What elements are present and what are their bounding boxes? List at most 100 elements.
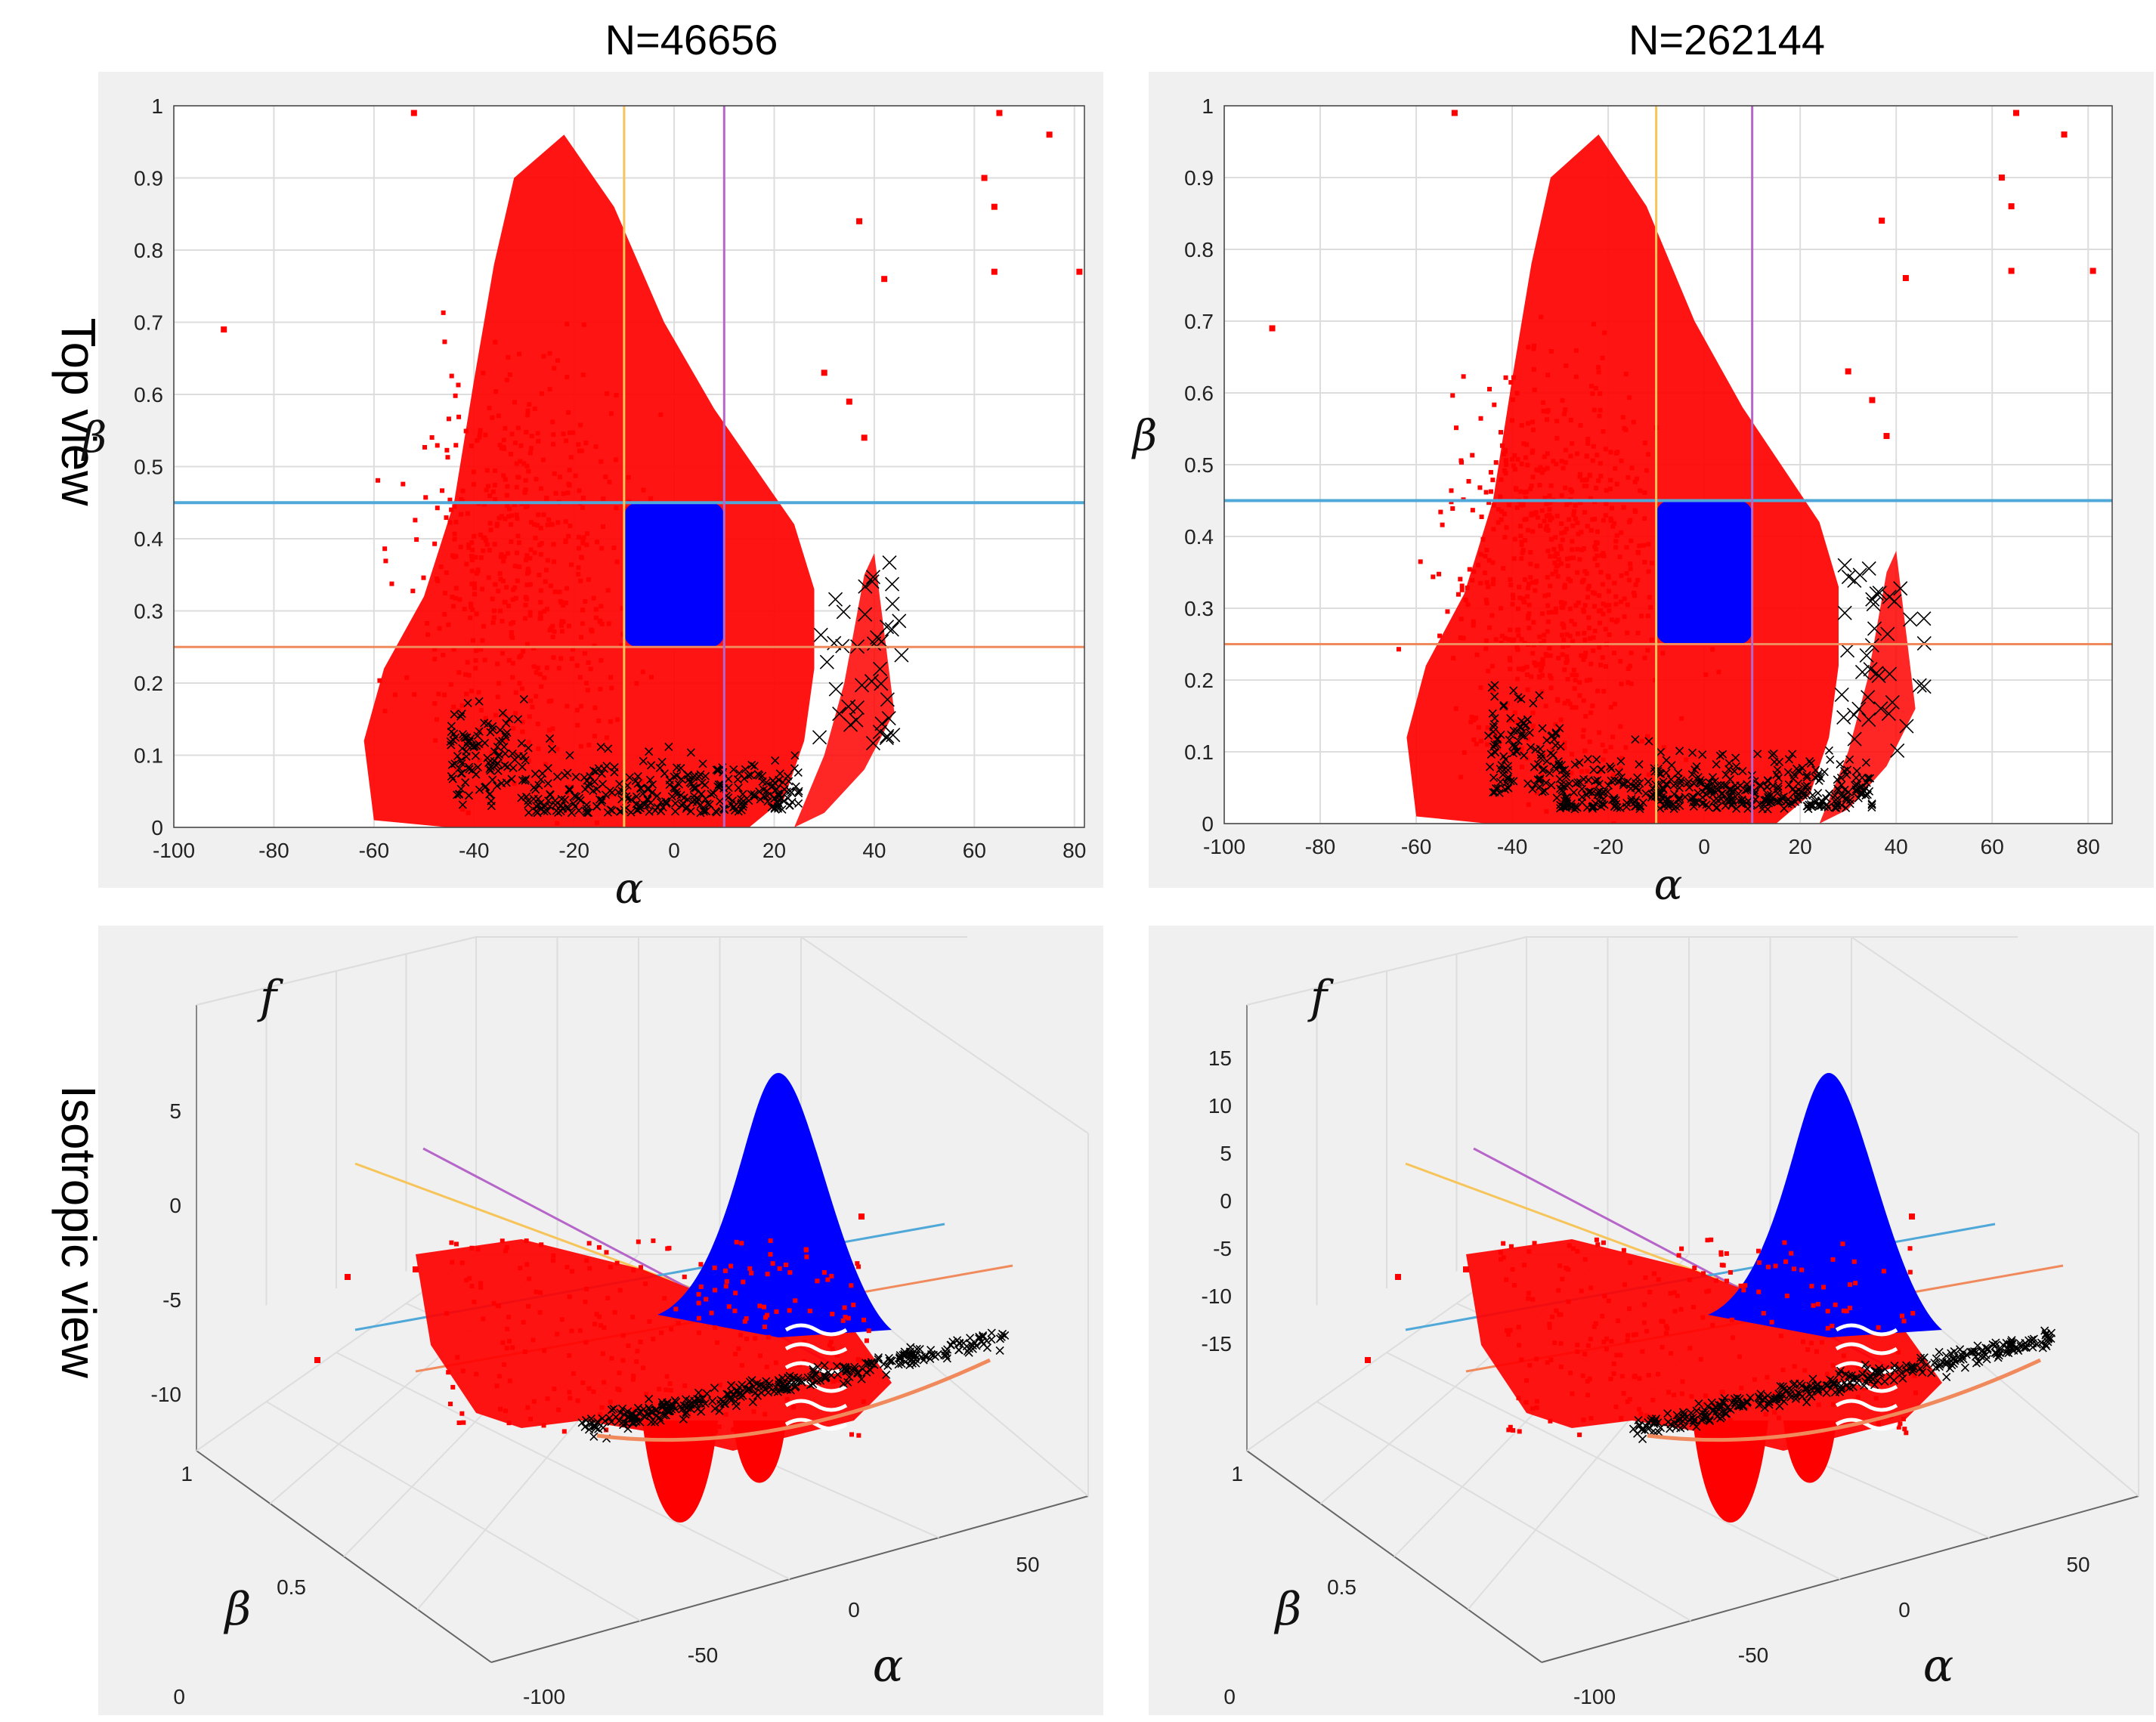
red-point: [1567, 517, 1572, 522]
red-point: [580, 607, 585, 613]
black-cross: [1864, 638, 1879, 653]
red-point: [1560, 537, 1565, 543]
red-point: [1809, 1284, 1814, 1289]
red-point: [1622, 1282, 1627, 1288]
red-point: [527, 714, 532, 719]
black-cross: [713, 766, 722, 775]
black-cross: [1692, 762, 1701, 771]
red-point: [568, 1396, 573, 1401]
red-point: [1539, 773, 1545, 778]
red-point: [722, 1268, 728, 1273]
black-cross: [1538, 724, 1547, 733]
black-cross: [1840, 643, 1855, 658]
black-cross: [719, 1399, 728, 1408]
red-point: [514, 461, 519, 466]
red-point: [1548, 554, 1553, 559]
red-point: [1586, 626, 1591, 631]
red-point: [432, 647, 438, 652]
red-point: [1530, 651, 1536, 656]
red-point: [579, 635, 584, 640]
black-cross: [1525, 728, 1534, 737]
black-cross: [1737, 1401, 1746, 1410]
black-cross: [1540, 787, 1549, 796]
red-point: [1729, 1317, 1734, 1322]
red-point: [1558, 717, 1564, 722]
red-point: [1561, 637, 1567, 642]
red-point: [459, 1411, 465, 1416]
black-cross: [1854, 784, 1863, 793]
red-point: [523, 478, 528, 483]
black-cross: [1698, 750, 1707, 759]
red-point: [1598, 620, 1603, 626]
red-point: [1624, 570, 1629, 576]
red-point: [1516, 666, 1521, 672]
red-point: [1577, 1432, 1582, 1437]
red-point: [525, 641, 530, 647]
red-point: [547, 351, 552, 356]
red-point: [856, 1433, 861, 1438]
red-point: [1555, 573, 1561, 579]
red-point: [470, 638, 475, 643]
red-point: [544, 567, 549, 573]
red-point: [1530, 419, 1535, 425]
black-cross: [1567, 802, 1576, 811]
red-point: [1524, 664, 1530, 669]
red-point: [544, 607, 549, 612]
black-cross: [1836, 791, 1845, 800]
black-cross: [487, 796, 496, 805]
red-point: [440, 488, 445, 493]
red-point: [1548, 483, 1554, 488]
black-cross: [500, 742, 509, 751]
red-point: [1577, 680, 1582, 685]
red-point: [538, 552, 543, 557]
black-cross: [1644, 737, 1653, 746]
black-cross: [1501, 785, 1510, 794]
black-cross: [1727, 801, 1737, 810]
black-cross: [2041, 1331, 2050, 1340]
black-cross: [1903, 612, 1918, 627]
red-point: [1680, 1379, 1685, 1384]
black-cross: [1935, 1360, 1944, 1369]
black-cross: [1589, 765, 1598, 774]
black-cross: [1675, 784, 1684, 793]
black-cross: [2004, 1349, 2013, 1358]
red-point: [467, 1275, 472, 1281]
red-point: [613, 457, 618, 462]
red-point: [1609, 617, 1614, 623]
red-point: [1487, 386, 1492, 391]
white-ridge: [784, 1342, 848, 1356]
black-cross: [1754, 1393, 1763, 1402]
red-point: [1585, 595, 1591, 600]
red-point: [599, 604, 604, 609]
red-point: [530, 1337, 536, 1343]
red-point: [591, 595, 596, 601]
red-point: [1440, 522, 1445, 527]
red-point: [1689, 1394, 1694, 1399]
red-point: [528, 520, 534, 525]
red-point: [1641, 543, 1647, 548]
black-cross: [507, 774, 516, 784]
black-cross: [1872, 586, 1887, 601]
black-cross: [696, 800, 705, 809]
red-point: [1721, 1263, 1726, 1268]
black-cross: [695, 1395, 704, 1405]
red-point: [528, 698, 534, 703]
red-point: [538, 1290, 543, 1295]
white-ridge: [1835, 1417, 1898, 1431]
red-point: [1530, 427, 1536, 432]
black-cross: [456, 784, 466, 793]
red-point: [578, 422, 583, 428]
red-point: [1511, 463, 1516, 468]
black-cross: [790, 764, 800, 773]
red-point: [1780, 1368, 1786, 1373]
red-point: [1617, 554, 1622, 559]
red-point: [835, 1377, 840, 1383]
red-point: [1548, 653, 1553, 658]
red-point: [459, 1260, 465, 1266]
red-point: [514, 484, 519, 490]
black-cross: [1619, 781, 1628, 790]
black-cross: [1881, 706, 1896, 722]
black-cross: [1559, 782, 1569, 791]
red-point: [1856, 1365, 1861, 1370]
black-cross: [686, 807, 695, 816]
